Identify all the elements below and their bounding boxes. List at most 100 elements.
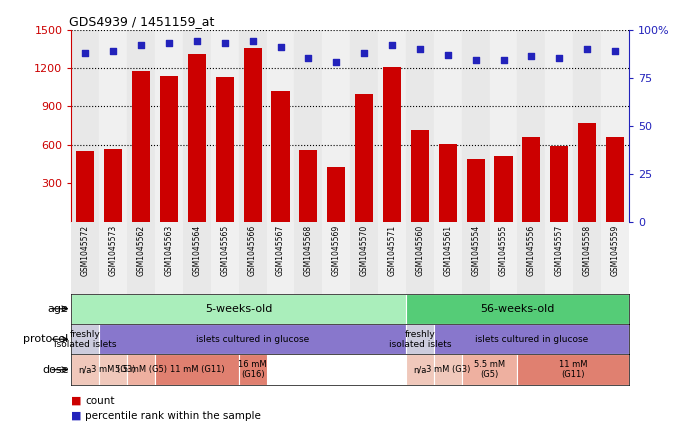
Bar [104,148,122,222]
Text: percentile rank within the sample: percentile rank within the sample [85,411,261,420]
Bar [406,222,434,294]
Bar [294,222,322,294]
Text: GSM1045556: GSM1045556 [527,225,536,277]
Bar [573,222,601,294]
Bar [545,30,573,222]
Bar [322,222,350,294]
Text: 5.5 mM (G5): 5.5 mM (G5) [115,365,167,374]
Bar [183,30,211,222]
Text: n/a: n/a [79,365,92,374]
Bar [322,30,350,222]
Bar [327,167,345,222]
Point [330,59,341,66]
Bar [267,222,294,294]
Bar [462,354,517,385]
Text: GSM1045555: GSM1045555 [499,225,508,277]
Point [275,44,286,50]
Point [610,47,621,54]
Bar [71,354,99,385]
Bar [434,324,629,354]
Bar [601,30,629,222]
Bar [411,130,429,222]
Point [164,40,174,47]
Bar [490,30,517,222]
Text: count: count [85,396,115,406]
Bar [216,77,234,222]
Bar [211,30,239,222]
Bar [294,30,322,222]
Text: ■: ■ [71,396,82,406]
Text: ■: ■ [71,411,82,420]
Bar [434,354,462,385]
Bar [71,222,99,294]
Bar [517,354,629,385]
Text: GSM1045568: GSM1045568 [304,225,313,276]
Bar [239,354,267,385]
Bar [211,222,239,294]
Bar [350,222,378,294]
Bar [71,30,99,222]
Point [415,45,426,52]
Bar [243,47,262,222]
Bar [606,137,624,222]
Bar [578,123,596,222]
Text: GSM1045559: GSM1045559 [611,225,619,277]
Text: islets cultured in glucose: islets cultured in glucose [475,335,588,344]
Point [498,57,509,64]
Point [80,49,90,56]
Point [386,41,397,48]
Bar [188,54,206,222]
Text: GSM1045554: GSM1045554 [471,225,480,277]
Bar [155,30,183,222]
Text: GSM1045564: GSM1045564 [192,225,201,277]
Bar [355,93,373,222]
Text: dose: dose [42,365,69,375]
Text: GSM1045562: GSM1045562 [137,225,146,276]
Point [192,38,203,44]
Bar [299,150,318,222]
Text: GSM1045567: GSM1045567 [276,225,285,277]
Bar [550,146,568,222]
Text: GSM1045571: GSM1045571 [388,225,396,276]
Bar [462,222,490,294]
Text: freshly
isolated islets: freshly isolated islets [54,330,116,349]
Bar [490,222,517,294]
Bar [517,30,545,222]
Point [303,55,314,62]
Bar [99,222,127,294]
Point [135,41,147,48]
Point [248,38,258,44]
Bar [522,137,541,222]
Bar [378,30,406,222]
Bar [406,30,434,222]
Text: 3 mM (G3): 3 mM (G3) [91,365,135,374]
Bar [406,324,434,354]
Text: GSM1045561: GSM1045561 [443,225,452,276]
Point [471,57,481,64]
Text: 56-weeks-old: 56-weeks-old [480,304,555,314]
Text: GSM1045563: GSM1045563 [165,225,173,277]
Bar [239,222,267,294]
Bar [127,30,155,222]
Point [582,45,593,52]
Text: 11 mM
(G11): 11 mM (G11) [559,360,588,379]
Point [219,40,230,47]
Bar [494,157,513,222]
Bar [378,222,406,294]
Bar [462,30,490,222]
Text: age: age [48,304,69,314]
Text: GSM1045558: GSM1045558 [583,225,592,276]
Point [526,53,537,60]
Bar [160,76,178,222]
Bar [183,222,211,294]
Text: GSM1045566: GSM1045566 [248,225,257,277]
Bar [76,151,95,222]
Text: GSM1045557: GSM1045557 [555,225,564,277]
Bar [71,294,406,324]
Bar [517,222,545,294]
Point [443,51,454,58]
Bar [71,324,99,354]
Point [554,55,565,62]
Bar [406,294,629,324]
Text: 11 mM (G11): 11 mM (G11) [169,365,224,374]
